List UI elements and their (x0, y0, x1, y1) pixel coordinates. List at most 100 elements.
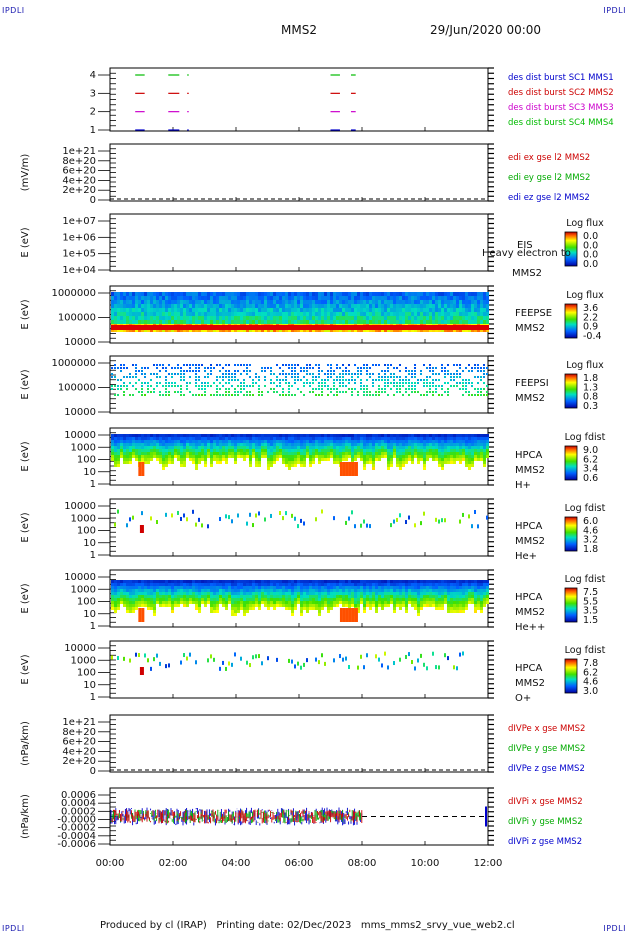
heat-cell (276, 580, 279, 583)
heat-cell (186, 449, 189, 452)
heat-cell (372, 452, 375, 455)
heat-cell (165, 586, 168, 589)
heat-cell (186, 296, 189, 300)
heat-cell (282, 449, 285, 452)
heat-cell (234, 379, 236, 381)
heat-cell (321, 379, 323, 381)
heat-cell (183, 443, 186, 446)
heat-cell (348, 452, 351, 455)
heat-cell (219, 446, 222, 449)
heat-cell (366, 592, 369, 595)
heat-cell (429, 382, 431, 384)
heat-cell (474, 509, 476, 514)
heat-cell (138, 455, 141, 458)
heat-cell (243, 437, 246, 440)
heat-cell (315, 437, 318, 440)
heat-cell (213, 446, 216, 449)
heat-cell (312, 437, 315, 440)
heat-cell (135, 373, 137, 375)
heat-cell (282, 300, 285, 304)
heat-cell (186, 580, 189, 583)
heat-cell (201, 364, 203, 366)
heat-cell (315, 583, 318, 586)
heat-cell (288, 296, 291, 300)
heat-cell (432, 382, 434, 384)
heat-cell (411, 604, 414, 607)
heat-cell (456, 304, 459, 308)
heat-cell (366, 379, 368, 381)
heat-cell (201, 452, 204, 455)
heat-cell (177, 437, 180, 440)
heat-cell (483, 446, 486, 449)
heat-cell (384, 586, 387, 589)
heat-cell (396, 586, 399, 589)
heat-cell (204, 367, 206, 369)
heat-cell (186, 598, 189, 601)
heat-cell (312, 391, 314, 393)
heat-cell (162, 304, 165, 308)
heat-cell (216, 589, 219, 592)
heat-cell (453, 325, 456, 330)
heat-cell (315, 517, 317, 522)
heat-cell (285, 382, 287, 384)
heat-cell (309, 292, 312, 296)
heat-cell (486, 443, 489, 446)
heat-cell (285, 586, 288, 589)
heat-cell (423, 595, 426, 598)
heat-cell (210, 437, 213, 440)
heat-cell (339, 601, 342, 604)
heat-cell (225, 592, 228, 595)
heat-cell (312, 296, 315, 300)
heat-cell (231, 325, 234, 330)
heat-cell (234, 325, 237, 330)
heat-cell (222, 458, 225, 461)
heat-cell (309, 382, 311, 384)
heat-cell (252, 300, 255, 304)
colorbar-tick: 0.0 (583, 231, 598, 242)
heat-cell (138, 446, 141, 449)
heat-cell (138, 325, 141, 330)
heat-cell (255, 589, 258, 592)
heat-cell (393, 320, 396, 324)
heat-cell (414, 304, 417, 308)
heat-cell (420, 449, 423, 452)
heat-cell (366, 604, 369, 607)
heat-cell (246, 604, 249, 607)
heat-cell (240, 292, 243, 296)
heat-cell (360, 367, 362, 369)
heat-cell (225, 598, 228, 601)
heat-cell (363, 610, 366, 613)
heat-cell (123, 595, 126, 598)
heat-cell (129, 437, 132, 440)
heat-cell (114, 610, 117, 613)
heat-cell (381, 446, 384, 449)
heat-cell (183, 370, 185, 372)
heat-cell (273, 312, 276, 316)
heat-cell (402, 385, 404, 387)
heat-cell (153, 601, 156, 604)
heat-cell (123, 296, 126, 300)
heat-cell (225, 452, 228, 455)
heat-cell (471, 464, 474, 467)
heat-cell (318, 613, 321, 616)
heat-cell (366, 455, 369, 458)
heat-cell (249, 300, 252, 304)
heat-cell (270, 452, 273, 455)
heat-cell (318, 589, 321, 592)
heat-cell (354, 601, 357, 604)
heat-cell (135, 325, 138, 330)
heat-cell (390, 292, 393, 296)
heat-cell (384, 449, 387, 452)
heat-cell (240, 592, 243, 595)
heat-cell (171, 610, 174, 613)
heat-cell (294, 325, 297, 330)
heat-cell (123, 320, 126, 324)
heat-cell (246, 373, 248, 375)
colorbar (564, 445, 578, 481)
heat-cell (387, 382, 389, 384)
heat-cell (111, 604, 114, 607)
heat-cell (261, 325, 264, 330)
heat-cell (363, 595, 366, 598)
heat-cell (192, 320, 195, 324)
heat-cell (366, 385, 368, 387)
